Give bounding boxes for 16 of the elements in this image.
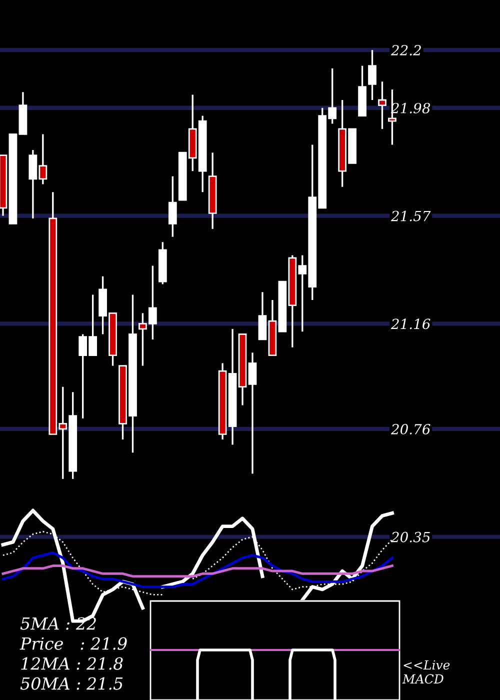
- y-tick-label: 21.16: [390, 318, 430, 330]
- line-series: [2, 564, 394, 578]
- y-tick-label: 21.57: [390, 210, 431, 222]
- annotation: 50MA : 21.5: [20, 677, 123, 690]
- candlestick: [168, 175, 177, 238]
- y-tick-label: 22.2: [390, 44, 421, 56]
- candlestick: [258, 291, 267, 340]
- text: <<Live MACD: [402, 660, 450, 684]
- candlestick: [368, 49, 376, 101]
- y-tick-label: 20.35: [390, 532, 430, 542]
- annotation: Price : 21.9: [20, 637, 127, 650]
- candlestick: [378, 80, 386, 130]
- y-tick-label: 20.76: [390, 424, 430, 434]
- annotation: 12MA : 21.8: [21, 657, 123, 670]
- candlestick: [248, 352, 257, 475]
- line-series: [2, 551, 394, 588]
